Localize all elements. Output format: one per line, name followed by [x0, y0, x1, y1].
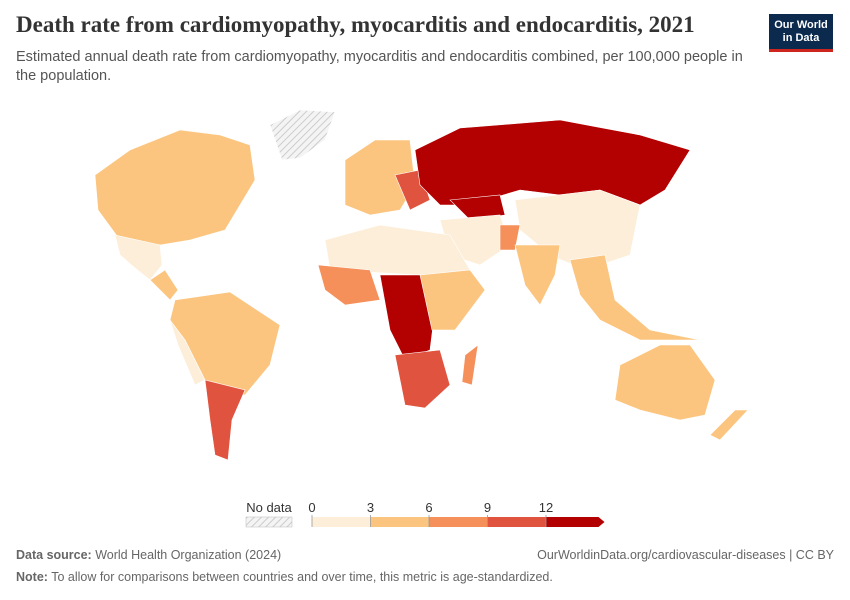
source-text: World Health Organization (2024) — [95, 548, 282, 562]
legend-bin — [487, 517, 546, 527]
legend-tick-label: 9 — [484, 500, 491, 515]
source-label: Data source: — [16, 548, 92, 562]
legend-bin — [312, 517, 371, 527]
southern-africa[interactable] — [394, 349, 451, 409]
legend-no-data-label: No data — [246, 500, 292, 515]
west-africa[interactable] — [317, 264, 381, 306]
central-asia[interactable] — [449, 194, 506, 221]
url[interactable]: OurWorldinData.org/cardiovascular-diseas… — [537, 548, 834, 562]
legend-bin — [370, 517, 429, 527]
central-america[interactable] — [149, 269, 179, 301]
legend-tick-label: 0 — [308, 500, 315, 515]
legend-tick-label: 6 — [425, 500, 432, 515]
note-label: Note: — [16, 570, 48, 584]
note-text: To allow for comparisons between countri… — [51, 570, 553, 584]
argentina[interactable] — [204, 379, 246, 461]
logo-line: Our World — [774, 19, 828, 31]
title: Death rate from cardiomyopathy, myocardi… — [16, 12, 695, 37]
india[interactable] — [514, 244, 561, 306]
east-africa[interactable] — [419, 269, 486, 331]
legend-tick-label: 3 — [367, 500, 374, 515]
logo[interactable]: Our World in Data — [769, 14, 833, 52]
subtitle: Estimated annual death rate from cardiom… — [16, 49, 743, 84]
madagascar[interactable] — [461, 344, 479, 386]
legend-no-data-swatch — [245, 516, 293, 528]
southeast-asia[interactable] — [569, 254, 701, 341]
new-zealand[interactable] — [709, 409, 749, 441]
regions — [94, 109, 749, 461]
south-america-west[interactable] — [169, 319, 206, 386]
greenland[interactable] — [269, 109, 336, 161]
legend-bin — [429, 517, 488, 527]
pakistan[interactable] — [499, 224, 521, 251]
logo-line: in Data — [782, 32, 820, 44]
note: Note: To allow for comparisons between c… — [16, 570, 553, 584]
russia[interactable] — [414, 119, 691, 206]
legend-bin — [546, 517, 605, 527]
source: Data source: World Health Organization (… — [16, 548, 281, 562]
north-america[interactable] — [94, 129, 256, 246]
legend-tick-label: 12 — [539, 500, 553, 515]
australia[interactable] — [614, 344, 716, 421]
